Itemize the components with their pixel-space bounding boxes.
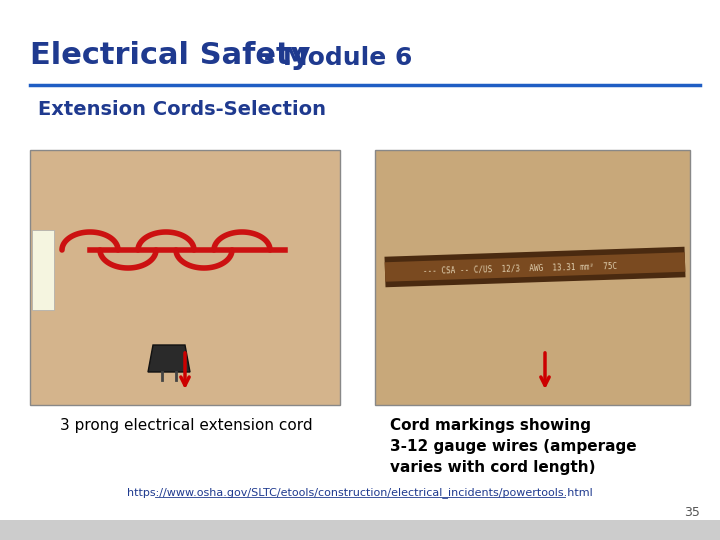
Bar — [30, 150, 340, 405]
Bar — [32, 230, 54, 310]
Text: 3 prong electrical extension cord: 3 prong electrical extension cord — [60, 418, 312, 433]
Text: Electrical Safety: Electrical Safety — [30, 41, 310, 70]
Bar — [0, 520, 720, 540]
Text: https://www.osha.gov/SLTC/etools/construction/electrical_incidents/powertools.ht: https://www.osha.gov/SLTC/etools/constru… — [127, 488, 593, 498]
Text: Extension Cords-Selection: Extension Cords-Selection — [38, 100, 326, 119]
Text: --- CSA -- C/US  12/3  AWG  13.31 mm²  75C: --- CSA -- C/US 12/3 AWG 13.31 mm² 75C — [423, 261, 617, 275]
Text: Cord markings showing
3-12 gauge wires (amperage
varies with cord length): Cord markings showing 3-12 gauge wires (… — [390, 418, 636, 475]
Text: 35: 35 — [684, 505, 700, 518]
Text: - Module 6: - Module 6 — [255, 46, 413, 70]
Bar — [375, 150, 690, 405]
Polygon shape — [148, 345, 190, 372]
